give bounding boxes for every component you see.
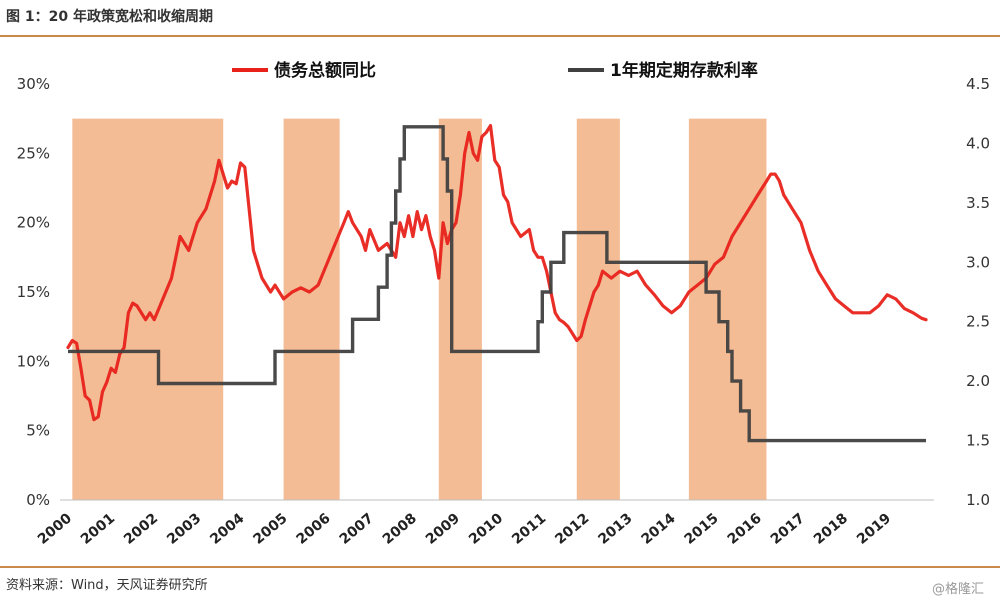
legend-label-debt-growth: 债务总额同比 [274, 60, 376, 81]
x-tick-label: 2002 [121, 510, 161, 547]
y-left-tick-label: 30% [17, 75, 50, 93]
x-tick-label: 2011 [509, 510, 549, 547]
shaded-periods [72, 118, 767, 501]
y-right-tick-label: 3.0 [966, 253, 990, 271]
x-tick-label: 2019 [854, 510, 894, 547]
x-tick-label: 2006 [294, 510, 334, 547]
x-tick-label: 2018 [811, 510, 851, 547]
x-tick-label: 2009 [423, 510, 463, 547]
x-tick-label: 2012 [552, 510, 592, 547]
x-tick-label: 2007 [337, 510, 377, 547]
x-tick-label: 2015 [682, 510, 722, 547]
x-tick-label: 2014 [638, 510, 678, 547]
bottom-divider [0, 566, 1000, 568]
x-tick-label: 2017 [768, 510, 808, 547]
y-left-tick-label: 10% [17, 352, 50, 370]
legend-label-deposit-rate: 1年期定期存款利率 [610, 60, 758, 81]
x-tick-label: 2003 [164, 510, 204, 547]
y-left-tick-label: 25% [17, 144, 50, 162]
shaded-period-4 [576, 118, 620, 501]
x-tick-label: 2001 [78, 510, 118, 547]
y-left-tick-label: 5% [26, 422, 50, 440]
y-right-tick-label: 4.0 [966, 134, 990, 152]
y-right-tick-label: 2.0 [966, 372, 990, 390]
source-note: 资料来源：Wind，天风证券研究所 [6, 578, 208, 593]
y-left-tick-label: 15% [17, 283, 50, 301]
shaded-period-1 [72, 118, 224, 501]
y-right-tick-label: 1.0 [966, 491, 990, 509]
y-left-tick-label: 0% [26, 491, 50, 509]
x-tick-label: 2013 [595, 510, 635, 547]
y-left-tick-label: 20% [17, 214, 50, 232]
y-right-tick-label: 2.5 [966, 313, 990, 331]
y-right-tick-label: 1.5 [966, 432, 990, 450]
top-divider [0, 35, 1000, 37]
series-line-debt-growth [66, 124, 928, 422]
x-tick-label: 2008 [380, 510, 420, 547]
x-tick-label: 2004 [207, 510, 247, 547]
series-line-deposit-rate [68, 125, 926, 443]
series-lines [66, 124, 928, 443]
x-tick-label: 2016 [725, 510, 765, 547]
y-right-tick-label: 3.5 [966, 194, 990, 212]
y-right-tick-label: 4.5 [966, 75, 990, 93]
x-tick-label: 2010 [466, 510, 506, 547]
shaded-period-3 [438, 118, 482, 501]
shaded-period-2 [283, 118, 340, 501]
legend: 债务总额同比 1年期定期存款利率 [232, 60, 758, 81]
debt-rate-chart: 0% 5% 10% 15% 20% 25% 30% 1.0 1.5 2.0 2.5 3.0 3.5 4.0… [17, 60, 990, 548]
x-tick-label: 2005 [250, 510, 290, 547]
x-tick-label: 2000 [35, 510, 75, 547]
watermark: @格隆汇 [931, 582, 984, 597]
shaded-period-5 [688, 118, 767, 501]
figure-title: 图 1：20 年政策宽松和收缩周期 [6, 9, 213, 25]
